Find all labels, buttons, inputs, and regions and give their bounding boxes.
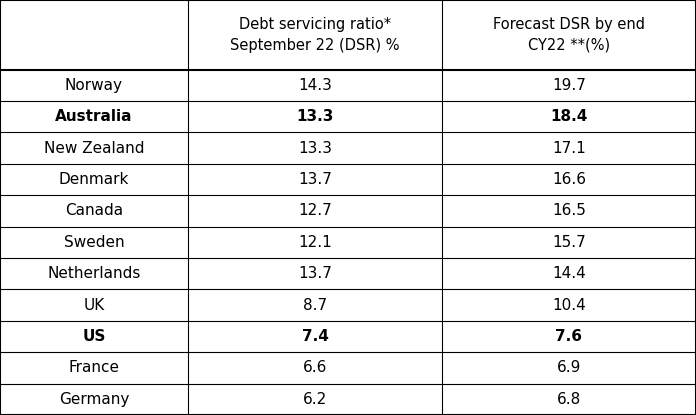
Text: 18.4: 18.4 xyxy=(551,109,587,124)
Text: 6.2: 6.2 xyxy=(303,392,327,407)
Text: Norway: Norway xyxy=(65,78,123,93)
Text: 8.7: 8.7 xyxy=(303,298,327,312)
Text: 17.1: 17.1 xyxy=(552,141,586,156)
Text: 19.7: 19.7 xyxy=(552,78,586,93)
Text: 13.7: 13.7 xyxy=(298,266,332,281)
Text: 13.7: 13.7 xyxy=(298,172,332,187)
Text: Debt servicing ratio*
September 22 (DSR) %: Debt servicing ratio* September 22 (DSR)… xyxy=(230,17,400,53)
Text: 15.7: 15.7 xyxy=(552,235,586,250)
Text: New Zealand: New Zealand xyxy=(44,141,144,156)
Text: UK: UK xyxy=(84,298,104,312)
Text: 6.6: 6.6 xyxy=(303,360,327,376)
Text: Australia: Australia xyxy=(55,109,133,124)
Text: 16.5: 16.5 xyxy=(552,203,586,218)
Text: Canada: Canada xyxy=(65,203,123,218)
Text: 7.4: 7.4 xyxy=(301,329,329,344)
Text: 6.9: 6.9 xyxy=(557,360,581,376)
Text: 6.8: 6.8 xyxy=(557,392,581,407)
Text: Germany: Germany xyxy=(58,392,129,407)
Text: 7.6: 7.6 xyxy=(555,329,583,344)
Text: Denmark: Denmark xyxy=(58,172,129,187)
Text: 14.3: 14.3 xyxy=(298,78,332,93)
Text: 13.3: 13.3 xyxy=(298,141,332,156)
Text: 13.3: 13.3 xyxy=(296,109,333,124)
Text: France: France xyxy=(68,360,120,376)
Text: 10.4: 10.4 xyxy=(552,298,586,312)
Text: US: US xyxy=(82,329,106,344)
Text: Sweden: Sweden xyxy=(63,235,125,250)
Text: 14.4: 14.4 xyxy=(552,266,586,281)
Text: 12.1: 12.1 xyxy=(298,235,332,250)
Text: Forecast DSR by end
CY22 **(%): Forecast DSR by end CY22 **(%) xyxy=(493,17,645,53)
Text: Netherlands: Netherlands xyxy=(47,266,141,281)
Text: 12.7: 12.7 xyxy=(298,203,332,218)
Text: 16.6: 16.6 xyxy=(552,172,586,187)
